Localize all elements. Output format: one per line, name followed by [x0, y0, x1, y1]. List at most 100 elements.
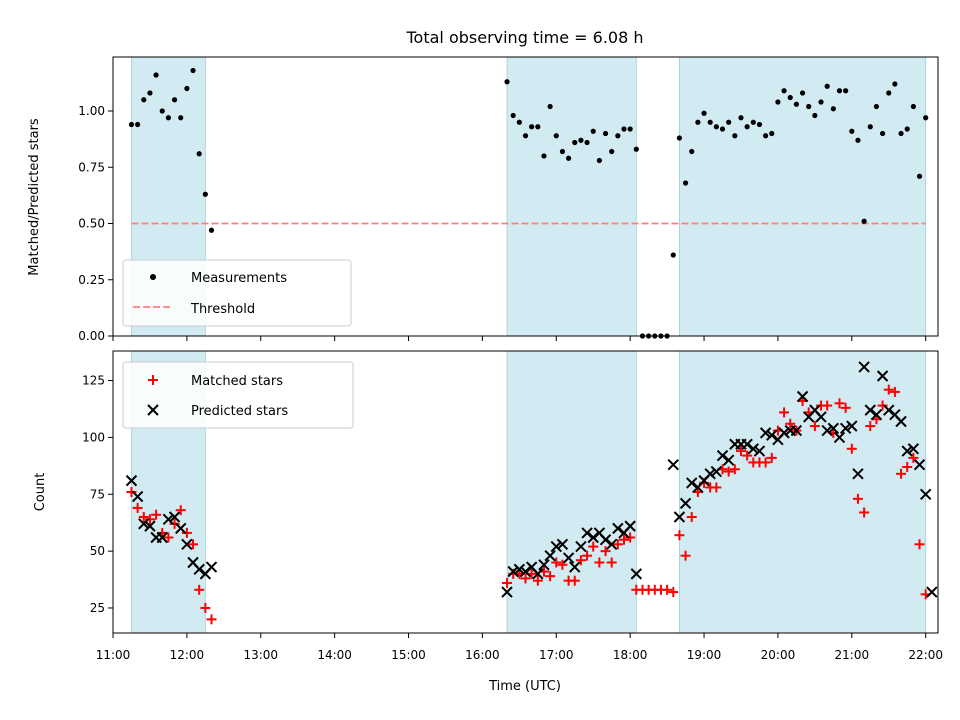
matched-star-point [545, 571, 556, 582]
legend-predicted-label: Predicted stars [191, 404, 288, 419]
matched-star-point [668, 587, 679, 598]
matched-star-point [680, 550, 691, 561]
predicted-star-point [759, 427, 772, 439]
bottom-y-ticks: 25 50 75 100 125 [82, 374, 113, 615]
matched-star-point [126, 487, 137, 497]
measurement-point [849, 128, 855, 134]
matched-star-point [606, 557, 617, 568]
predicted-star-point [901, 445, 913, 457]
measurement-points [128, 67, 929, 339]
y-tick-label: 0.50 [78, 217, 105, 231]
measurement-point [818, 99, 824, 105]
chart-title: Total observing time = 6.08 h [405, 28, 643, 47]
predicted-star-point [168, 511, 181, 523]
measurement-point [196, 151, 202, 157]
measurement-point [787, 94, 793, 101]
predicted-star-point [205, 561, 218, 573]
matched-star-point [760, 457, 771, 468]
measurement-point [578, 137, 584, 143]
predicted-star-point [544, 549, 556, 562]
measurement-point [553, 133, 559, 139]
predicted-star-point [913, 459, 926, 471]
matched-star-point [551, 557, 562, 568]
x-tick-label: 19:00 [687, 648, 722, 662]
predicted-star-point [796, 390, 809, 403]
predicted-star-point [667, 459, 679, 471]
measurement-point [141, 97, 147, 103]
predicted-star-point [716, 449, 729, 462]
x-tick-label: 16:00 [465, 648, 500, 662]
matched-star-point [896, 468, 907, 479]
matched-star-point [600, 546, 611, 557]
matched-star-point [729, 464, 740, 475]
matched-star-point [662, 584, 673, 595]
x-tick-label: 13:00 [243, 648, 278, 662]
predicted-star-point [144, 520, 156, 532]
predicted-star-point [883, 404, 895, 416]
measurement-point [190, 67, 196, 74]
predicted-star-point [181, 538, 193, 551]
predicted-star-point [907, 443, 920, 455]
predicted-star-point [550, 540, 562, 553]
measurement-point [535, 124, 541, 130]
legend-matched-marker [148, 375, 158, 385]
predicted-star-point [741, 438, 753, 450]
measurement-point [128, 121, 135, 128]
measurement-point [184, 85, 190, 92]
matched-star-point [822, 400, 833, 411]
measurement-point [898, 130, 904, 137]
measurement-point [695, 119, 701, 125]
measurement-point [596, 157, 602, 164]
legend-measurements-label: Measurements [191, 271, 287, 286]
measurement-point [738, 115, 744, 121]
predicted-star-point [562, 552, 575, 564]
matched-star-point [779, 407, 790, 418]
measurement-point [522, 133, 529, 139]
predicted-star-point [131, 490, 144, 503]
measurement-point [873, 103, 880, 110]
matched-star-point [852, 493, 863, 504]
measurement-point [159, 108, 165, 114]
top-observing-windows [131, 56, 927, 337]
predicted-star-point [581, 527, 593, 539]
legend-matched-label: Matched stars [191, 374, 283, 389]
top-x-ticks [112, 336, 927, 341]
measurement-point [713, 124, 719, 130]
predicted-star-point [538, 559, 550, 571]
measurement-point [584, 139, 590, 146]
predicted-star-point [864, 404, 876, 416]
predicted-star-point [575, 540, 587, 553]
predicted-star-point [815, 411, 827, 423]
predicted-star-point [630, 568, 643, 580]
predicted-star-point [870, 408, 883, 421]
predicted-star-point [766, 429, 778, 441]
measurement-point [208, 227, 215, 233]
matched-star-point [883, 384, 894, 395]
measurement-point [836, 88, 843, 94]
top-panel: 0.00 0.25 0.50 0.75 1.00 Matched/Predicted s… [27, 56, 939, 343]
measurement-point [806, 103, 812, 110]
matched-star-point [588, 541, 599, 552]
matched-star-point [859, 507, 870, 518]
matched-star-point [834, 398, 845, 409]
predicted-star-point [599, 534, 612, 546]
x-tick-label: 20:00 [761, 648, 796, 662]
measurement-point [572, 139, 578, 146]
legend-predicted-marker [147, 404, 159, 416]
measurement-point [615, 133, 621, 139]
x-tick-label: 12:00 [170, 648, 205, 662]
measurement-point [621, 126, 627, 132]
matched-star-point [575, 555, 586, 566]
predicted-star-point [532, 568, 544, 580]
measurement-point [178, 115, 184, 121]
matched-star-point [846, 443, 857, 454]
y-tick-label: 0.75 [78, 160, 105, 174]
observing-window [506, 350, 637, 634]
predicted-star-point [193, 563, 205, 576]
bottom-panel: 25 50 75 100 125 11:00 12:00 13:00 14:00 15:00 16… [33, 350, 943, 694]
y-tick-label: 25 [90, 601, 105, 615]
predicted-star-point [778, 427, 790, 439]
y-tick-label: 75 [90, 487, 105, 501]
measurement-point [732, 133, 738, 139]
